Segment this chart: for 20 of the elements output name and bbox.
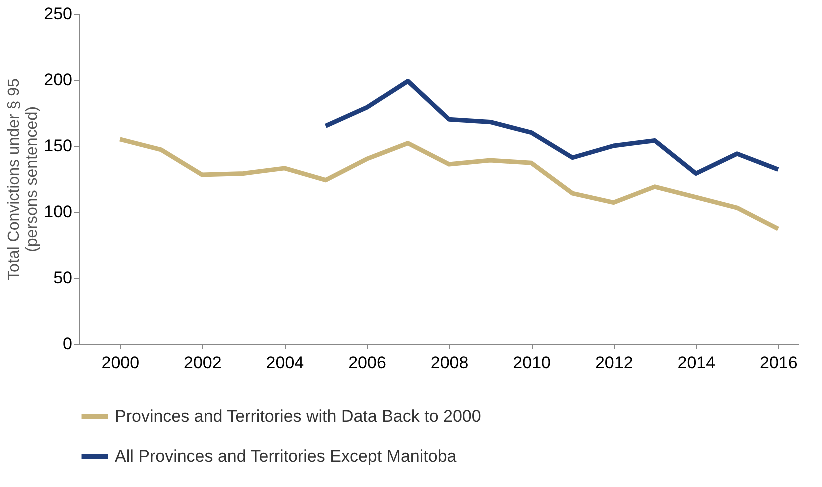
legend-label: All Provinces and Territories Except Manitoba — [115, 447, 458, 466]
legend-label: Provinces and Territories with Data Back to 2000 — [115, 407, 482, 426]
y-axis-title: Total Convictions under § 95 (persons sentenced) — [6, 78, 42, 280]
line-series — [324, 79, 781, 176]
y-tick-label: 150 — [44, 136, 72, 156]
y-tick-label: 200 — [44, 70, 72, 90]
x-tick-label: 2016 — [760, 354, 798, 372]
line-series — [118, 137, 781, 232]
x-tick-label: 2014 — [678, 354, 716, 372]
y-tick-label: 50 — [54, 268, 72, 288]
x-tick-label: 2010 — [513, 354, 551, 372]
x-tick-label: 2000 — [102, 354, 140, 372]
y-tick-label: 100 — [44, 202, 72, 222]
x-tick-label: 2002 — [184, 354, 222, 372]
x-tick-label: 2008 — [430, 354, 469, 372]
y-tick-label: 0 — [63, 334, 72, 354]
x-tick-label: 2004 — [266, 354, 304, 372]
y-tick-label: 250 — [44, 4, 72, 24]
x-tick-label: 2006 — [348, 354, 386, 372]
x-tick-label: 2012 — [595, 354, 634, 372]
